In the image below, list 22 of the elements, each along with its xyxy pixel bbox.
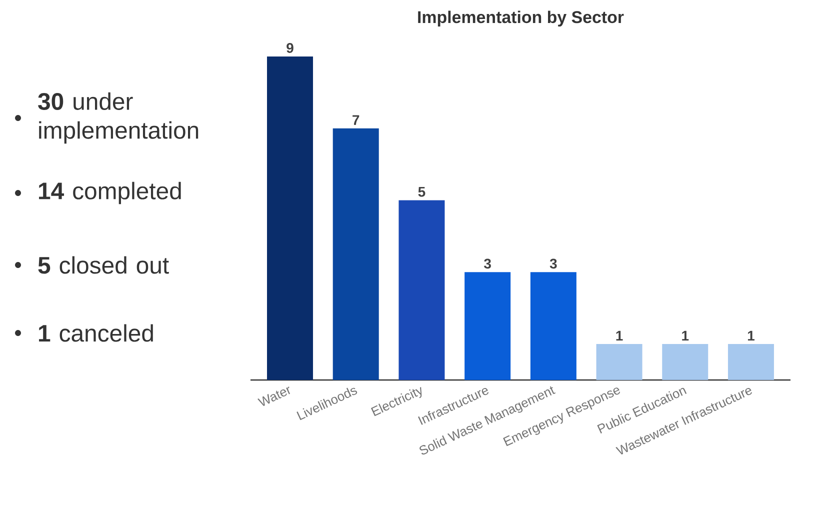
bar bbox=[398, 200, 445, 380]
data-label: 1 bbox=[616, 330, 623, 341]
bar bbox=[464, 272, 511, 380]
data-label: 7 bbox=[352, 115, 360, 125]
data-label: 1 bbox=[748, 330, 754, 341]
bar bbox=[267, 56, 314, 380]
x-tick-label: Water bbox=[257, 386, 290, 406]
data-label: 9 bbox=[286, 43, 294, 53]
text: 14 completed bbox=[39, 182, 181, 204]
text: 1 canceled bbox=[39, 324, 153, 342]
text: 5 closed out bbox=[38, 256, 169, 274]
data-label: 3 bbox=[484, 258, 491, 269]
bar bbox=[728, 344, 774, 380]
bar bbox=[332, 128, 379, 380]
bar bbox=[596, 344, 642, 380]
data-label: 1 bbox=[682, 330, 689, 341]
data-label: 3 bbox=[550, 258, 557, 269]
data-label: 5 bbox=[418, 187, 426, 197]
bar bbox=[662, 344, 708, 380]
text: 30 under implementation bbox=[38, 92, 198, 144]
chart-title: Implementation by Sector bbox=[418, 10, 624, 26]
bar bbox=[530, 272, 576, 380]
